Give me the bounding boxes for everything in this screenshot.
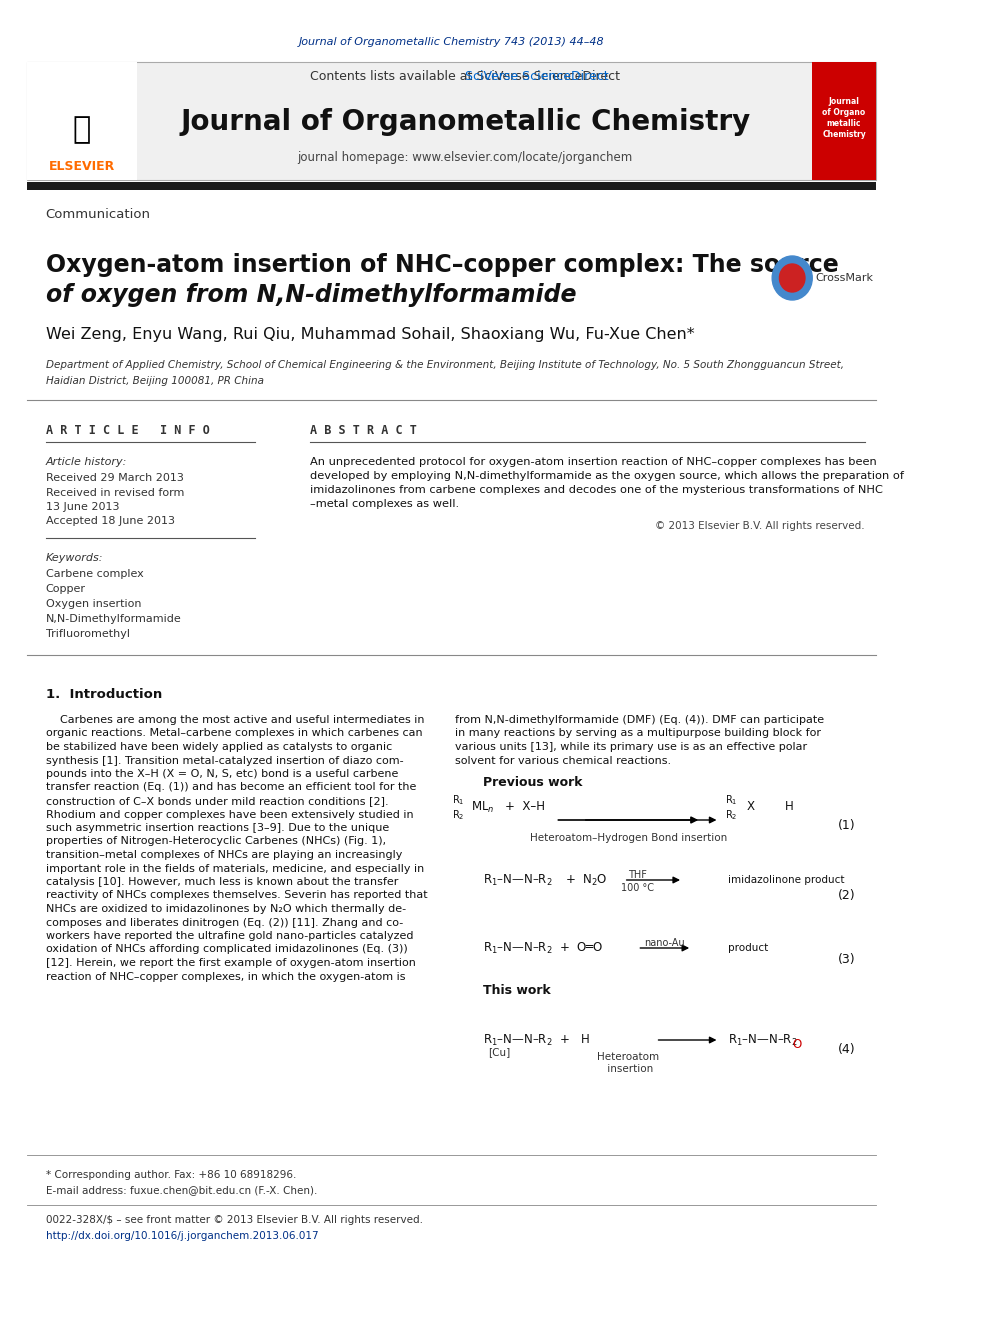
Text: R$_2$: R$_2$ <box>452 808 464 822</box>
Text: This work: This work <box>483 983 551 996</box>
Text: 13 June 2013: 13 June 2013 <box>46 501 119 512</box>
Text: R$_1$–N—N–R$_2$: R$_1$–N—N–R$_2$ <box>483 872 553 888</box>
Text: X        H: X H <box>747 800 794 814</box>
Text: Carbene complex: Carbene complex <box>46 569 143 579</box>
Text: Heteroatom–Hydrogen Bond insertion: Heteroatom–Hydrogen Bond insertion <box>530 833 727 843</box>
Text: various units [13], while its primary use is as an effective polar: various units [13], while its primary us… <box>455 742 807 751</box>
Circle shape <box>780 265 805 292</box>
Text: imidazolinone product: imidazolinone product <box>728 875 845 885</box>
Text: Keywords:: Keywords: <box>46 553 103 564</box>
Text: reactivity of NHCs complexes themselves. Severin has reported that: reactivity of NHCs complexes themselves.… <box>46 890 428 901</box>
Text: N,N-Dimethylformamide: N,N-Dimethylformamide <box>46 614 182 624</box>
Text: Received 29 March 2013: Received 29 March 2013 <box>46 474 184 483</box>
Text: Trifluoromethyl: Trifluoromethyl <box>46 628 130 639</box>
Text: R$_1$–N—N–R$_2$  +  O═O: R$_1$–N—N–R$_2$ + O═O <box>483 941 603 955</box>
Text: * Corresponding author. Fax: +86 10 68918296.: * Corresponding author. Fax: +86 10 6891… <box>46 1170 296 1180</box>
Text: Oxygen-atom insertion of NHC–copper complex: The source: Oxygen-atom insertion of NHC–copper comp… <box>46 253 838 277</box>
Text: nano-Au: nano-Au <box>645 938 685 949</box>
Text: Wei Zeng, Enyu Wang, Rui Qiu, Muhammad Sohail, Shaoxiang Wu, Fu-Xue Chen*: Wei Zeng, Enyu Wang, Rui Qiu, Muhammad S… <box>46 328 694 343</box>
Text: from N,N-dimethylformamide (DMF) (Eq. (4)). DMF can participate: from N,N-dimethylformamide (DMF) (Eq. (4… <box>455 714 824 725</box>
Text: important role in the fields of materials, medicine, and especially in: important role in the fields of material… <box>46 864 424 873</box>
Text: reaction of NHC–copper complexes, in which the oxygen-atom is: reaction of NHC–copper complexes, in whi… <box>46 971 405 982</box>
Text: Oxygen insertion: Oxygen insertion <box>46 599 141 609</box>
Text: Article history:: Article history: <box>46 456 127 467</box>
Text: of oxygen from N,N-dimethylformamide: of oxygen from N,N-dimethylformamide <box>46 283 576 307</box>
Text: (1): (1) <box>838 819 856 831</box>
Text: R$_2$: R$_2$ <box>725 808 738 822</box>
Text: developed by employing N,N-dimethylformamide as the oxygen source, which allows : developed by employing N,N-dimethylforma… <box>310 471 904 482</box>
Text: (2): (2) <box>838 889 856 901</box>
Text: O: O <box>793 1039 802 1052</box>
Text: Copper: Copper <box>46 583 85 594</box>
Text: Carbenes are among the most active and useful intermediates in: Carbenes are among the most active and u… <box>46 714 424 725</box>
Text: organic reactions. Metal–carbene complexes in which carbenes can: organic reactions. Metal–carbene complex… <box>46 729 423 738</box>
Text: such asymmetric insertion reactions [3–9]. Due to the unique: such asymmetric insertion reactions [3–9… <box>46 823 389 833</box>
Text: 100 °C: 100 °C <box>621 882 654 893</box>
Text: [12]. Herein, we report the first example of oxygen-atom insertion: [12]. Herein, we report the first exampl… <box>46 958 416 968</box>
Text: ELSEVIER: ELSEVIER <box>49 160 115 172</box>
Text: +  N$_2$O: + N$_2$O <box>564 872 607 888</box>
Text: NHCs are oxidized to imidazolinones by N₂O which thermally de-: NHCs are oxidized to imidazolinones by N… <box>46 904 406 914</box>
Text: ML$_n$: ML$_n$ <box>471 799 494 815</box>
Text: synthesis [1]. Transition metal-catalyzed insertion of diazo com-: synthesis [1]. Transition metal-catalyze… <box>46 755 403 766</box>
Text: CrossMark: CrossMark <box>815 273 873 283</box>
Text: Journal of Organometallic Chemistry 743 (2013) 44–48: Journal of Organometallic Chemistry 743 … <box>299 37 604 48</box>
Text: Communication: Communication <box>46 209 151 221</box>
Text: transfer reaction (Eq. (1)) and has become an efficient tool for the: transfer reaction (Eq. (1)) and has beco… <box>46 782 416 792</box>
Text: THF: THF <box>628 871 647 880</box>
Text: [Cu]: [Cu] <box>488 1046 510 1057</box>
Circle shape <box>772 255 812 300</box>
Text: journal homepage: www.elsevier.com/locate/jorganchem: journal homepage: www.elsevier.com/locat… <box>298 151 633 164</box>
Text: © 2013 Elsevier B.V. All rights reserved.: © 2013 Elsevier B.V. All rights reserved… <box>656 521 865 531</box>
Text: A R T I C L E   I N F O: A R T I C L E I N F O <box>46 423 209 437</box>
Text: product: product <box>728 943 769 953</box>
Text: composes and liberates dinitrogen (Eq. (2)) [11]. Zhang and co-: composes and liberates dinitrogen (Eq. (… <box>46 917 403 927</box>
Bar <box>28 62 137 180</box>
Text: Haidian District, Beijing 100081, PR China: Haidian District, Beijing 100081, PR Chi… <box>46 376 264 386</box>
Text: An unprecedented protocol for oxygen-atom insertion reaction of NHC–copper compl: An unprecedented protocol for oxygen-ato… <box>310 456 876 467</box>
Text: Department of Applied Chemistry, School of Chemical Engineering & the Environmen: Department of Applied Chemistry, School … <box>46 360 843 370</box>
Bar <box>28 62 876 180</box>
Text: workers have reported the ultrafine gold nano-particles catalyzed: workers have reported the ultrafine gold… <box>46 931 413 941</box>
Text: Rhodium and copper complexes have been extensively studied in: Rhodium and copper complexes have been e… <box>46 810 413 819</box>
Bar <box>812 62 876 180</box>
Text: E-mail address: fuxue.chen@bit.edu.cn (F.-X. Chen).: E-mail address: fuxue.chen@bit.edu.cn (F… <box>46 1185 316 1195</box>
Text: +  X–H: + X–H <box>505 800 546 814</box>
Text: http://dx.doi.org/10.1016/j.jorganchem.2013.06.017: http://dx.doi.org/10.1016/j.jorganchem.2… <box>46 1230 318 1241</box>
Text: transition–metal complexes of NHCs are playing an increasingly: transition–metal complexes of NHCs are p… <box>46 849 402 860</box>
Text: 1.  Introduction: 1. Introduction <box>46 688 162 701</box>
Text: be stabilized have been widely applied as catalysts to organic: be stabilized have been widely applied a… <box>46 742 392 751</box>
Text: Received in revised form: Received in revised form <box>46 488 184 497</box>
Text: 0022-328X/$ – see front matter © 2013 Elsevier B.V. All rights reserved.: 0022-328X/$ – see front matter © 2013 El… <box>46 1215 423 1225</box>
Text: (4): (4) <box>838 1044 856 1057</box>
Text: oxidation of NHCs affording complicated imidazolinones (Eq. (3)): oxidation of NHCs affording complicated … <box>46 945 408 954</box>
Bar <box>28 183 876 191</box>
Text: R$_1$–N—N–R$_2$  +   H: R$_1$–N—N–R$_2$ + H <box>483 1032 589 1048</box>
Text: Journal
of Organo
metallic
Chemistry: Journal of Organo metallic Chemistry <box>822 97 866 139</box>
Text: properties of Nitrogen-Heterocyclic Carbenes (NHCs) (Fig. 1),: properties of Nitrogen-Heterocyclic Carb… <box>46 836 386 847</box>
Text: A B S T R A C T: A B S T R A C T <box>310 423 417 437</box>
Text: Journal of Organometallic Chemistry: Journal of Organometallic Chemistry <box>181 108 750 136</box>
Text: Contents lists available at SciVerse ScienceDirect: Contents lists available at SciVerse Sci… <box>310 70 620 82</box>
Text: R$_1$: R$_1$ <box>725 792 738 807</box>
Text: in many reactions by serving as a multipurpose building block for: in many reactions by serving as a multip… <box>455 729 821 738</box>
Text: imidazolinones from carbene complexes and decodes one of the mysterious transfor: imidazolinones from carbene complexes an… <box>310 486 883 495</box>
Text: (3): (3) <box>838 954 856 967</box>
Text: Accepted 18 June 2013: Accepted 18 June 2013 <box>46 516 175 527</box>
Text: pounds into the X–H (X = O, N, S, etc) bond is a useful carbene: pounds into the X–H (X = O, N, S, etc) b… <box>46 769 398 779</box>
Text: catalysis [10]. However, much less is known about the transfer: catalysis [10]. However, much less is kn… <box>46 877 398 886</box>
Text: R$_1$: R$_1$ <box>452 792 464 807</box>
Text: 🌳: 🌳 <box>72 115 91 144</box>
Text: –metal complexes as well.: –metal complexes as well. <box>310 499 458 509</box>
Text: R$_1$–N—N–R$_2$: R$_1$–N—N–R$_2$ <box>728 1032 799 1048</box>
Text: construction of C–X bonds under mild reaction conditions [2].: construction of C–X bonds under mild rea… <box>46 796 388 806</box>
Text: SciVerse ScienceDirect: SciVerse ScienceDirect <box>321 70 609 82</box>
Text: Previous work: Previous work <box>483 775 582 789</box>
Text: Heteroatom
 insertion: Heteroatom insertion <box>597 1052 660 1074</box>
Text: solvent for various chemical reactions.: solvent for various chemical reactions. <box>455 755 672 766</box>
